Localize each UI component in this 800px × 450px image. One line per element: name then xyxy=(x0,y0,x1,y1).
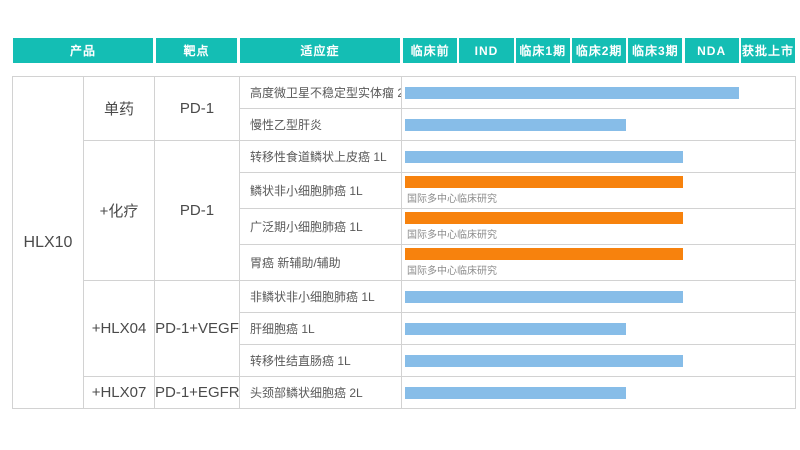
target-cell: PD-1 xyxy=(154,140,240,281)
chart-cell xyxy=(401,140,796,173)
progress-bar xyxy=(405,86,739,99)
header-stage-5: NDA xyxy=(684,38,739,63)
progress-bar xyxy=(405,176,683,188)
progress-bar xyxy=(405,386,627,399)
header-stage-2: 临床1期 xyxy=(515,38,570,63)
chart-cell xyxy=(401,76,796,109)
bar-note: 国际多中心临床研究 xyxy=(407,194,497,205)
header-stage-1: IND xyxy=(459,38,514,63)
progress-bar xyxy=(405,118,627,131)
chart-cell xyxy=(401,312,796,345)
header-stage-6: 获批上市 xyxy=(740,38,796,63)
chart-cell: 国际多中心临床研究 xyxy=(401,172,796,209)
indication-cell: 胃癌 新辅助/辅助 xyxy=(239,244,402,281)
header-col-indication: 适应症 xyxy=(240,38,400,63)
indication-cell: 转移性结直肠癌 1L xyxy=(239,344,402,377)
indication-cell: 肝细胞癌 1L xyxy=(239,312,402,345)
chart-cell: 国际多中心临床研究 xyxy=(401,208,796,245)
combo-cell: +HLX07 xyxy=(83,376,155,409)
progress-bar xyxy=(405,150,683,163)
chart-cell xyxy=(401,280,796,313)
target-cell: PD-1+EGFR xyxy=(154,376,240,409)
progress-bar xyxy=(405,248,683,260)
header-stage-3: 临床2期 xyxy=(571,38,627,63)
indication-cell: 高度微卫星不稳定型实体瘤 2L+ xyxy=(239,76,402,109)
target-cell: PD-1 xyxy=(154,76,240,141)
combo-cell: +HLX04 xyxy=(83,280,155,377)
product-cell: HLX10 xyxy=(12,76,84,409)
chart-cell: 国际多中心临床研究 xyxy=(401,244,796,281)
bar-note: 国际多中心临床研究 xyxy=(407,230,497,241)
bar-note: 国际多中心临床研究 xyxy=(407,266,497,277)
progress-bar xyxy=(405,290,683,303)
header-col-product: 产品 xyxy=(13,38,153,63)
pipeline-table: HLX10 单药 PD-1 高度微卫星不稳定型实体瘤 2L+ 慢性乙型肝炎 +化疗 PD-1… xyxy=(12,76,796,409)
indication-cell: 广泛期小细胞肺癌 1L xyxy=(239,208,402,245)
progress-bar xyxy=(405,322,627,335)
indication-cell: 转移性食道鳞状上皮癌 1L xyxy=(239,140,402,173)
indication-cell: 非鳞状非小细胞肺癌 1L xyxy=(239,280,402,313)
header-stage-4: 临床3期 xyxy=(628,38,683,63)
indication-cell: 头颈部鳞状细胞癌 2L xyxy=(239,376,402,409)
combo-cell: 单药 xyxy=(83,76,155,141)
indication-cell: 鳞状非小细胞肺癌 1L xyxy=(239,172,402,209)
progress-bar xyxy=(405,354,683,367)
chart-cell xyxy=(401,376,796,409)
header-stage-0: 临床前 xyxy=(403,38,458,63)
pipeline-tbody: HLX10 单药 PD-1 高度微卫星不稳定型实体瘤 2L+ 慢性乙型肝炎 +化疗 PD-1… xyxy=(12,76,796,409)
combo-cell: +化疗 xyxy=(83,140,155,281)
target-cell: PD-1+VEGF xyxy=(154,280,240,377)
chart-cell xyxy=(401,344,796,377)
indication-cell: 慢性乙型肝炎 xyxy=(239,108,402,141)
chart-cell xyxy=(401,108,796,141)
header-col-target: 靶点 xyxy=(156,38,237,63)
progress-bar xyxy=(405,212,683,224)
